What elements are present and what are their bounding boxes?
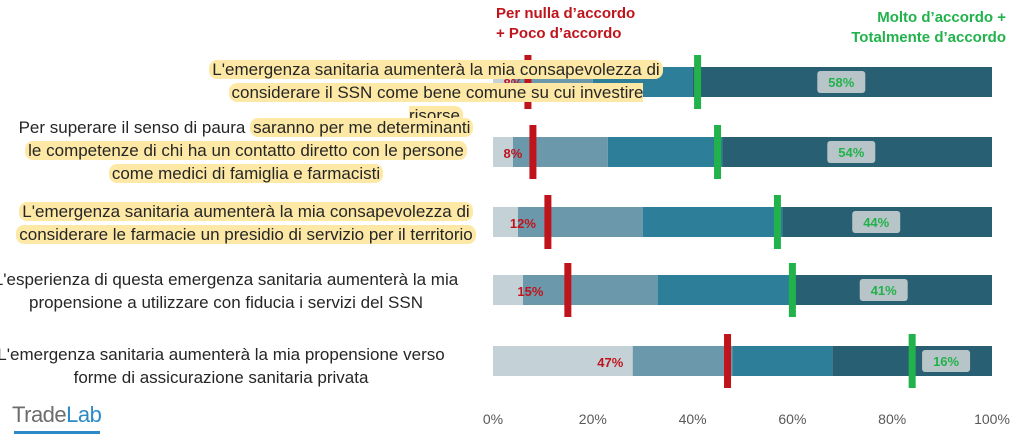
bar-segment-3-2 <box>517 207 643 237</box>
statement-text-highlighted: L'emergenza sanitaria aumenterà la mia c… <box>209 60 663 79</box>
statement-text: forme di assicurazione sanitaria privata <box>73 368 369 387</box>
x-tick-label-6: 100% <box>974 411 1010 427</box>
disagree-label-4: 15% <box>517 284 543 299</box>
statement-line: le competenze di chi ha un contatto dire… <box>11 139 481 162</box>
red-marker-1 <box>524 55 532 109</box>
x-tick-label-2: 20% <box>579 411 607 427</box>
header-agree: Molto d’accordo + Totalmente d’accordo <box>851 8 1006 48</box>
logo-part-2: Lab <box>66 402 102 427</box>
agree-label-bg-2 <box>827 141 876 163</box>
statement-label-3: L'emergenza sanitaria aumenterà la mia c… <box>11 200 481 246</box>
x-tick-label-1: 0% <box>483 411 503 427</box>
disagree-label-5: 47% <box>597 355 623 370</box>
statement-line: propensione a utilizzare con fiducia i s… <box>0 291 461 314</box>
statement-text: L'emergenza sanitaria aumenterà la mia p… <box>0 345 445 364</box>
statement-label-2: Per superare il senso di paura saranno p… <box>11 116 481 185</box>
bar-segment-2-3 <box>607 137 723 167</box>
x-tick-label-3: 40% <box>679 411 707 427</box>
statement-line: L'emergenza sanitaria aumenterà la mia c… <box>11 200 481 223</box>
agree-label-bg-1 <box>817 71 866 93</box>
red-marker-4 <box>564 263 572 317</box>
agree-label-bg-3 <box>852 211 901 233</box>
green-marker-2 <box>714 125 722 179</box>
x-tick-label-4: 60% <box>778 411 806 427</box>
agree-label-1: 58% <box>828 75 854 90</box>
green-marker-3 <box>773 195 781 249</box>
statement-line: considerare le farmacie un presidio di s… <box>11 223 481 246</box>
x-tick-label-5: 80% <box>878 411 906 427</box>
statement-text-highlighted: considerare le farmacie un presidio di s… <box>16 225 476 244</box>
bar-segment-4-1 <box>493 275 523 305</box>
statement-line: L'esperienza di questa emergenza sanitar… <box>0 268 461 291</box>
bar-segment-5-2 <box>632 346 733 376</box>
statement-label-1: L'emergenza sanitaria aumenterà la mia c… <box>201 58 671 127</box>
header-agree-line-1: Molto d’accordo + <box>877 9 1006 26</box>
bar-segment-5-1 <box>493 346 633 376</box>
logo-part-1: Trade <box>12 402 67 427</box>
header-agree-line-2: Totalmente d’accordo <box>851 29 1006 46</box>
agree-label-4: 41% <box>871 283 897 298</box>
disagree-label-2: 8% <box>504 146 523 161</box>
agree-label-bg-5 <box>922 350 971 372</box>
bar-segment-3-1 <box>493 207 518 237</box>
statement-text-highlighted: saranno per me determinanti <box>250 118 474 137</box>
statement-label-4: L'esperienza di questa emergenza sanitar… <box>0 268 461 314</box>
statement-line: L'emergenza sanitaria aumenterà la mia c… <box>201 58 671 81</box>
green-marker-5 <box>908 334 916 388</box>
red-marker-3 <box>544 195 552 249</box>
logo-underline <box>14 431 100 434</box>
agree-label-2: 54% <box>838 145 864 160</box>
header-disagree: Per nulla d’accordo + Poco d’accordo <box>496 4 635 44</box>
statement-label-5: L'emergenza sanitaria aumenterà la mia p… <box>0 343 456 389</box>
agree-label-bg-4 <box>859 279 908 301</box>
statement-text-highlighted: come medici di famiglia e farmacisti <box>108 164 384 183</box>
statement-line: come medici di famiglia e farmacisti <box>11 162 481 185</box>
agree-label-3: 44% <box>863 215 889 230</box>
statement-text-highlighted: le competenze di chi ha un contatto dire… <box>25 141 467 160</box>
header-disagree-line-1: Per nulla d’accordo <box>496 5 636 22</box>
bar-segment-2-1 <box>493 137 513 167</box>
header-disagree-line-2: + Poco d’accordo <box>496 25 622 42</box>
statement-text: propensione a utilizzare con fiducia i s… <box>28 293 424 312</box>
statement-line: L'emergenza sanitaria aumenterà la mia p… <box>0 343 456 366</box>
red-marker-2 <box>529 125 537 179</box>
green-marker-4 <box>788 263 796 317</box>
bar-segment-3-3 <box>642 207 783 237</box>
statement-line: Per superare il senso di paura saranno p… <box>11 116 481 139</box>
statement-line: forme di assicurazione sanitaria privata <box>0 366 456 389</box>
bar-segment-2-2 <box>512 137 608 167</box>
red-marker-5 <box>724 334 732 388</box>
statement-line: considerare il SSN come bene comune su c… <box>201 81 671 127</box>
statement-text: L'esperienza di questa emergenza sanitar… <box>0 270 459 289</box>
statement-text-highlighted: L'emergenza sanitaria aumenterà la mia c… <box>19 202 473 221</box>
bar-segment-4-3 <box>657 275 793 305</box>
bar-segment-5-3 <box>732 346 833 376</box>
disagree-label-3: 12% <box>510 216 536 231</box>
bar-segment-4-2 <box>522 275 658 305</box>
green-marker-1 <box>694 55 702 109</box>
tradelab-logo: TradeLab <box>12 402 102 428</box>
statement-text: Per superare il senso di paura <box>18 118 246 137</box>
agree-label-5: 16% <box>933 354 959 369</box>
